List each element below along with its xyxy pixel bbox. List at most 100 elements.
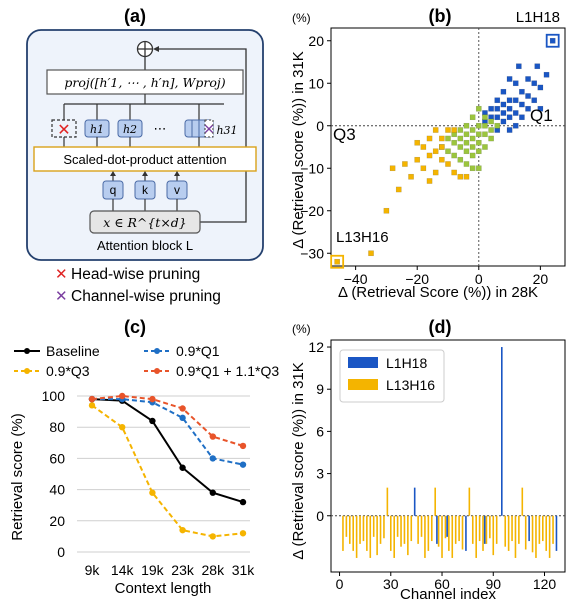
channel-bar xyxy=(420,515,423,537)
scatter-point xyxy=(426,135,433,142)
x-tick-label: 30 xyxy=(383,576,399,592)
x-tick-label: 0 xyxy=(475,271,483,287)
x-tick-label: 90 xyxy=(485,576,501,592)
channel-bar xyxy=(535,515,537,558)
scatter-point xyxy=(469,165,476,172)
channel-bar xyxy=(524,515,527,550)
channel-bar xyxy=(434,487,436,516)
scatter-point xyxy=(482,122,488,129)
scatter-point xyxy=(463,173,470,180)
legend-swatch xyxy=(348,357,378,368)
series-point xyxy=(179,405,186,412)
scatter-point xyxy=(519,114,525,121)
x-tick-label: 0 xyxy=(336,576,344,592)
scatter-point xyxy=(488,118,494,125)
y-tick-label: 60 xyxy=(49,450,65,466)
quadrant-q1-label: Q1 xyxy=(530,106,553,125)
scatter-point xyxy=(420,165,427,172)
scatter-point xyxy=(534,63,541,70)
channel-bar xyxy=(441,515,443,558)
attention-block-caption: Attention block L xyxy=(97,238,193,253)
series-point xyxy=(239,498,247,506)
panel-d-ylabel: Δ (Retrieval score (%)) in 31K xyxy=(290,362,307,560)
panel-d-unit: (%) xyxy=(292,322,311,336)
channel-bar xyxy=(342,515,344,551)
panel-b-ylabel: Δ (Retrieval score (%)) in 31K xyxy=(290,51,307,249)
scatter-point xyxy=(531,80,538,87)
channel-bar xyxy=(555,515,558,551)
scatter-point xyxy=(512,97,519,104)
scatter-point xyxy=(463,139,470,146)
y-tick-label: 20 xyxy=(308,33,324,49)
channel-bar xyxy=(396,515,399,537)
series-point xyxy=(88,395,96,403)
scatter-point xyxy=(334,258,340,265)
scatter-point xyxy=(516,63,522,70)
channel-bar xyxy=(461,515,464,550)
scatter-point xyxy=(506,114,513,121)
channel-wise-legend-icon: ✕ xyxy=(55,288,68,305)
y-tick-label: 6 xyxy=(316,423,324,439)
scatter-point xyxy=(512,80,519,87)
y-tick-label: 80 xyxy=(49,419,65,435)
scatter-point xyxy=(432,169,439,176)
head-prune-mark-icon: ✕ xyxy=(57,122,70,139)
v-label: v xyxy=(174,183,180,197)
x-tick-label: 31k xyxy=(232,562,256,578)
legend-swatch xyxy=(348,379,378,390)
annotation-l13h16: L13H16 xyxy=(336,229,389,246)
scatter-point xyxy=(506,127,513,133)
head-wise-legend-icon: ✕ xyxy=(55,266,68,283)
channel-bar xyxy=(458,515,460,542)
scatter-point xyxy=(500,88,507,95)
x-tick-label: 28k xyxy=(202,562,226,578)
scatter-point xyxy=(475,131,482,138)
channel-bar xyxy=(545,515,548,551)
scatter-point xyxy=(451,127,457,133)
y-tick-label: 100 xyxy=(42,388,66,404)
series-point xyxy=(179,414,186,422)
scatter-point xyxy=(469,135,476,142)
scatter-point xyxy=(469,127,476,133)
scatter-point xyxy=(475,122,482,129)
scatter-point xyxy=(420,144,427,150)
scatter-point xyxy=(414,139,421,146)
y-tick-label: 0 xyxy=(57,544,65,560)
y-tick-label: −10 xyxy=(300,160,324,176)
scatter-point xyxy=(525,76,531,82)
scatter-point xyxy=(451,169,457,176)
channel-bar xyxy=(492,515,495,556)
legend-label: 0.9*Q3 xyxy=(46,363,90,379)
y-tick-label: −30 xyxy=(300,245,324,261)
panel-d-label: (d) xyxy=(429,317,452,337)
x-tick-label: 23k xyxy=(171,562,195,578)
scatter-point xyxy=(494,97,501,104)
panel-c: (c) Baseline 0.9*Q10.9*Q3 0.9*Q1 + 1.1*Q3 … xyxy=(9,317,279,597)
channel-bar xyxy=(468,487,471,516)
scatter-point xyxy=(426,178,433,184)
scatter-point xyxy=(439,144,445,150)
y-tick-label: 9 xyxy=(316,381,324,397)
scatter-point xyxy=(506,76,513,82)
scatter-point xyxy=(500,101,507,108)
scatter-point xyxy=(469,152,476,159)
quadrant-q3-label: Q3 xyxy=(333,125,356,144)
channel-bar xyxy=(372,515,375,537)
head-wise-legend-label: Head-wise pruning xyxy=(71,266,200,283)
panel-a: (a) proj([h′1, ⋯ , h′n], Wproj) ✕ h1 h2 … xyxy=(26,6,264,305)
scatter-point xyxy=(432,127,439,133)
channel-bar xyxy=(501,347,503,516)
input-label: x ∈ R^{t×d} xyxy=(103,215,187,230)
panel-d-plot-frame xyxy=(330,339,566,573)
scatter-point xyxy=(475,165,482,172)
y-tick-label: 3 xyxy=(316,466,324,482)
channel-bar xyxy=(348,515,351,544)
scatter-point xyxy=(408,173,414,180)
y-tick-label: 40 xyxy=(49,482,65,498)
panel-d: (d) (%) 0 30 60 90 120 0 3 6 9 12 L1H18 L13H16 Cha… xyxy=(290,317,566,603)
series-point xyxy=(119,424,126,431)
residual-connection xyxy=(155,48,247,223)
channel-bar xyxy=(511,515,513,542)
scatter-point xyxy=(494,114,501,121)
series-point xyxy=(149,417,156,425)
